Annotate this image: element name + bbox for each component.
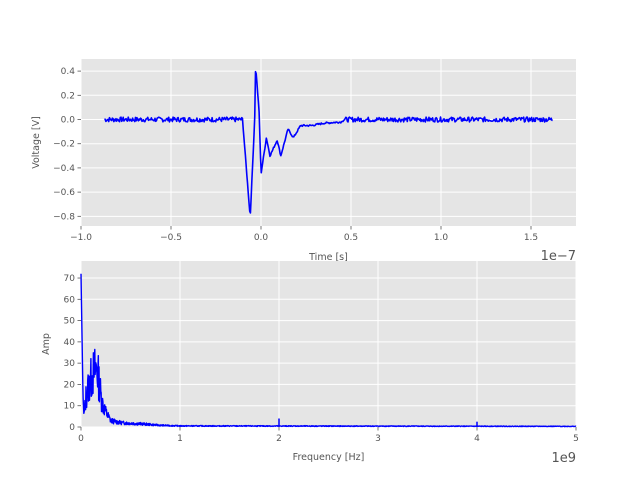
x-tick-label: 1.5 (524, 233, 538, 243)
y-tick-label: −0.6 (53, 188, 75, 198)
x-tick-label: 3 (375, 434, 381, 444)
x-tick-label: 4 (474, 434, 480, 444)
y-tick-label: 20 (64, 380, 76, 390)
x-axis-label: Time [s] (308, 252, 348, 263)
x-offset-label: 1e9 (551, 451, 576, 466)
gridlines (80, 261, 577, 428)
x-tick-label: 2 (276, 434, 282, 444)
y-tick-label: −0.2 (53, 140, 75, 150)
signal-line-group (104, 70, 553, 214)
x-tick-label: −0.5 (160, 233, 182, 243)
x-tick-label: 1.0 (434, 233, 449, 243)
x-tick-label: 0.5 (344, 233, 358, 243)
y-tick-label: −0.4 (53, 164, 75, 174)
y-tick-label: 40 (64, 338, 76, 348)
y-tick-label: 0 (69, 423, 75, 433)
time-domain-chart: −1.0 −0.5 0.0 0.5 1.0 1.5 0.4 0.2 0.0 −0.2 −0.4 −0… (31, 59, 576, 264)
spectrum-line (80, 273, 577, 428)
x-tick-label: 5 (573, 434, 579, 444)
x-tick-label: 0 (78, 434, 84, 444)
y-tick-label: 0.4 (61, 67, 76, 77)
x-offset-label: 1e−7 (541, 249, 576, 264)
y-tick-label: 70 (64, 274, 76, 284)
gridlines (80, 59, 576, 226)
x-tick-label: −1.0 (70, 233, 92, 243)
plot-area-background (81, 59, 576, 226)
y-tick-label: 50 (64, 317, 76, 327)
plot-area-background (81, 261, 576, 427)
x-tick-label: 1 (177, 434, 183, 444)
y-tick-label: 10 (64, 402, 76, 412)
y-tick-labels: 0 10 20 30 40 50 60 70 (64, 274, 81, 433)
y-tick-label: 60 (64, 295, 76, 305)
y-tick-label: −0.8 (53, 212, 75, 222)
x-tick-labels: −1.0 −0.5 0.0 0.5 1.0 1.5 (70, 226, 538, 243)
x-tick-labels: 0 1 2 3 4 5 (78, 427, 579, 444)
y-tick-label: 0.2 (61, 91, 75, 101)
spectrum-line-group (80, 273, 577, 428)
y-tick-labels: 0.4 0.2 0.0 −0.2 −0.4 −0.6 −0.8 (53, 67, 81, 222)
x-axis-label: Frequency [Hz] (293, 452, 365, 463)
y-axis-label: Amp (41, 333, 52, 355)
y-axis-label: Voltage [V] (31, 116, 42, 169)
y-tick-label: 0.0 (61, 116, 76, 126)
frequency-domain-chart: 0 1 2 3 4 5 0 10 20 30 40 50 60 70 Frequency [Hz] Am… (41, 261, 579, 466)
x-tick-label: 0.0 (254, 233, 269, 243)
y-tick-label: 30 (64, 359, 76, 369)
signal-line (104, 70, 553, 214)
